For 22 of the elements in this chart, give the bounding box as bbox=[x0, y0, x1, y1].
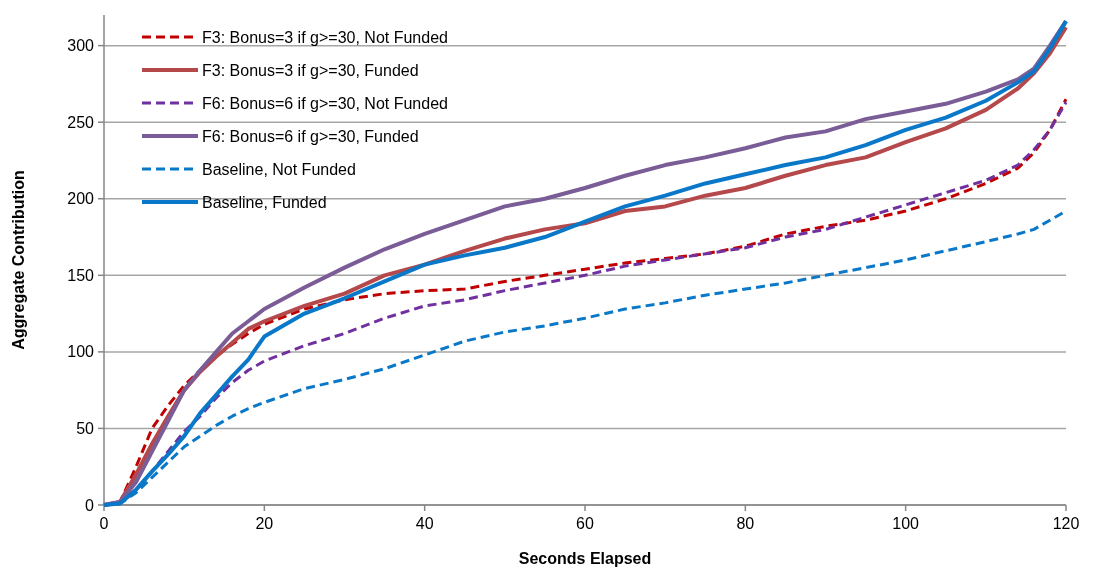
x-tick-label: 20 bbox=[255, 515, 274, 532]
legend-label: Baseline, Not Funded bbox=[202, 160, 356, 178]
x-tick-label: 0 bbox=[99, 515, 109, 532]
y-tick-label: 250 bbox=[67, 113, 95, 131]
x-tick-label: 80 bbox=[736, 515, 755, 532]
y-tick-label: 200 bbox=[67, 190, 95, 208]
y-axis-title: Aggregate Contribution bbox=[10, 170, 27, 350]
legend-label: F3: Bonus=3 if g>=30, Funded bbox=[202, 61, 419, 79]
y-tick-label: 100 bbox=[67, 343, 95, 361]
legend-label: F6: Bonus=6 if g>=30, Funded bbox=[202, 127, 419, 145]
y-tick-label: 300 bbox=[67, 37, 95, 55]
x-axis-title: Seconds Elapsed bbox=[518, 550, 652, 567]
y-tick-label: 150 bbox=[67, 266, 95, 284]
legend-label: Baseline, Funded bbox=[202, 193, 327, 211]
x-tick-label: 100 bbox=[892, 515, 920, 532]
x-tick-label: 40 bbox=[415, 515, 434, 532]
y-tick-label: 0 bbox=[85, 496, 95, 514]
x-tick-label: 120 bbox=[1052, 515, 1080, 532]
y-tick-label: 50 bbox=[76, 420, 95, 438]
x-tick-label: 60 bbox=[576, 515, 594, 532]
legend-label: F6: Bonus=6 if g>=30, Not Funded bbox=[202, 94, 448, 112]
legend-label: F3: Bonus=3 if g>=30, Not Funded bbox=[202, 28, 448, 46]
